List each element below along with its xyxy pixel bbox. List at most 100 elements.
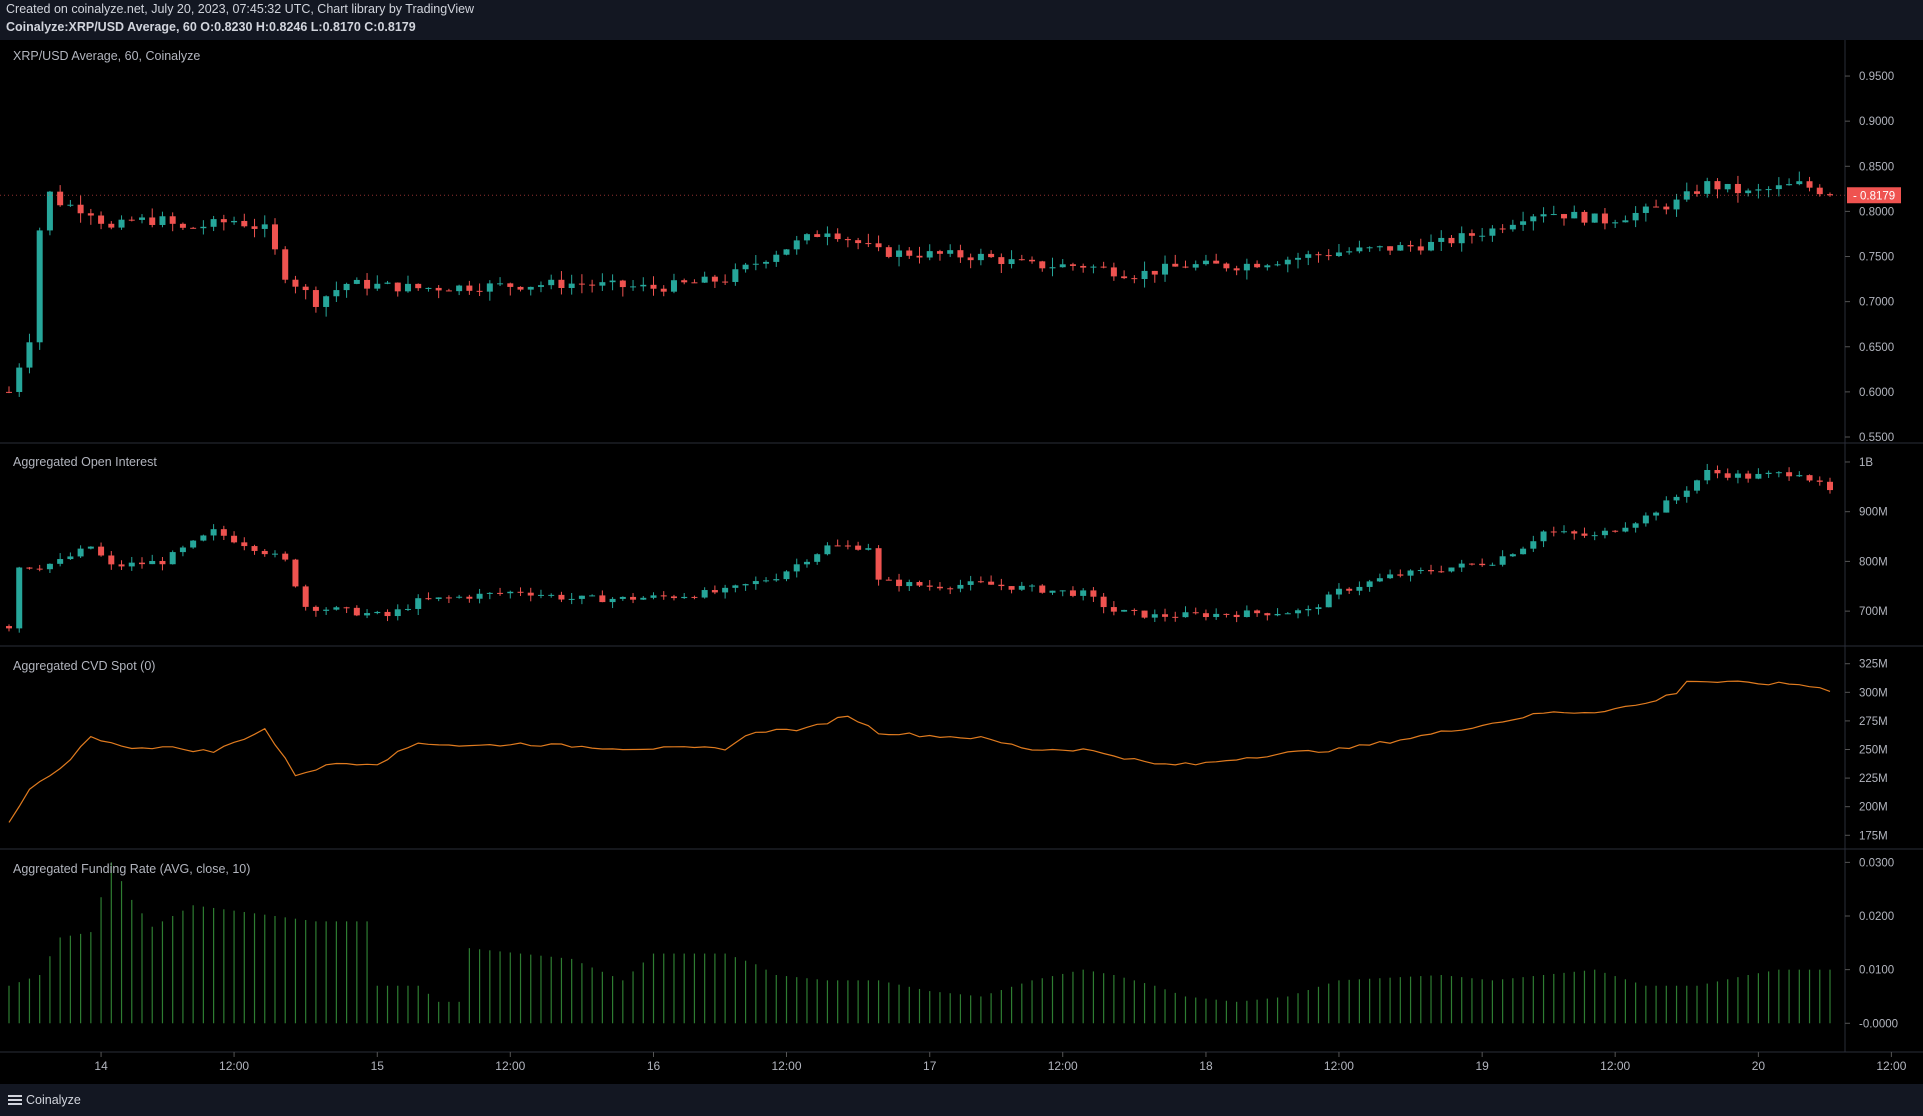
candle-body: [1315, 254, 1322, 256]
candle-body: [220, 219, 227, 223]
candle-body: [977, 581, 984, 583]
candle: [1305, 250, 1312, 266]
candle-body: [1305, 254, 1312, 258]
candle: [435, 597, 442, 602]
chart-canvas[interactable]: 0.9500 0.9000 0.8500 0.8000 0.7500 0.7000 0.65…: [0, 40, 1923, 1084]
candle: [568, 593, 575, 605]
candle: [57, 185, 64, 207]
candle: [108, 551, 115, 570]
candle: [1376, 245, 1383, 252]
candle: [1755, 468, 1762, 480]
candle-body: [1346, 588, 1353, 591]
candle: [138, 557, 145, 569]
candle: [1151, 270, 1158, 283]
candle: [947, 244, 954, 258]
candle: [77, 195, 84, 223]
candle: [865, 543, 872, 551]
candle-body: [1653, 512, 1660, 516]
candle: [128, 216, 135, 222]
footer-bar: Coinalyze: [0, 1084, 1923, 1116]
candle: [1704, 463, 1711, 485]
candle-body: [1765, 189, 1772, 191]
candle-body: [906, 250, 913, 256]
candle: [1796, 471, 1803, 477]
candle-body: [435, 287, 442, 291]
candle-body: [241, 220, 248, 227]
candle: [1530, 214, 1537, 231]
candle: [1162, 608, 1169, 622]
candle: [1110, 601, 1117, 616]
candle-body: [138, 217, 145, 220]
candle-body: [732, 585, 739, 588]
candle-body: [589, 595, 596, 597]
candle: [1591, 213, 1598, 223]
candle: [875, 545, 882, 586]
candle: [1673, 193, 1680, 217]
candle: [1489, 562, 1496, 567]
candle-body: [190, 540, 197, 548]
menu-icon[interactable]: [8, 1095, 22, 1105]
candle: [507, 282, 514, 296]
symbol-ohlc[interactable]: Coinalyze:XRP/USD Average, 60 O:0.8230 H…: [6, 20, 416, 34]
candle-body: [1571, 531, 1578, 534]
candle: [1694, 479, 1701, 494]
candle-body: [640, 597, 647, 600]
candle-body: [1069, 264, 1076, 266]
candle-body: [1827, 481, 1833, 491]
footer-brand[interactable]: Coinalyze: [26, 1093, 81, 1107]
candle: [1387, 569, 1394, 580]
candle-body: [803, 561, 810, 565]
candle: [1509, 219, 1516, 232]
candle: [497, 587, 504, 596]
candle-body: [1622, 527, 1629, 532]
candle: [609, 274, 616, 291]
candle: [1786, 178, 1793, 186]
candle-body: [466, 596, 473, 599]
candle-body: [1786, 472, 1793, 477]
candle-body: [578, 283, 585, 285]
candle-body: [619, 596, 626, 599]
candle: [1704, 177, 1711, 198]
candle-body: [609, 280, 616, 283]
candle: [1387, 246, 1394, 255]
candle: [1039, 584, 1046, 594]
y-tick-label: 0.9500: [1859, 71, 1894, 83]
candle: [1632, 522, 1639, 533]
y-tick-label: 0.0200: [1859, 911, 1894, 923]
candle-body: [46, 563, 53, 570]
candle-body: [404, 608, 411, 610]
candle-body: [967, 581, 974, 585]
candle: [251, 218, 258, 238]
candle: [1223, 613, 1230, 618]
candle-body: [16, 367, 23, 392]
candle-body: [1550, 214, 1557, 216]
candle-body: [26, 342, 33, 368]
candle: [497, 277, 504, 287]
candle-body: [1438, 237, 1445, 242]
candle-body: [1233, 268, 1240, 271]
candle: [1407, 240, 1414, 252]
last-price-tag: [1847, 187, 1901, 204]
candle-body: [1151, 614, 1158, 618]
candle: [323, 295, 330, 317]
candle-body: [282, 249, 289, 280]
candle-body: [1162, 263, 1169, 275]
candle-body: [988, 253, 995, 258]
candle-body: [77, 548, 84, 557]
candle-body: [1755, 473, 1762, 479]
y-axis-3: 0.0300 0.0200 0.0100 -0.0000: [1845, 857, 1898, 1030]
candle-body: [722, 281, 729, 283]
candle: [1100, 261, 1107, 269]
candle-body: [1632, 523, 1639, 528]
candle: [885, 245, 892, 259]
candle-body: [783, 571, 790, 580]
candle-body: [711, 590, 718, 593]
candle: [1775, 471, 1782, 478]
x-tick-label: 12:00: [1876, 1059, 1906, 1073]
candle: [1806, 474, 1813, 483]
candle-body: [1591, 535, 1598, 537]
candle-body: [527, 592, 534, 596]
candle-body: [1264, 265, 1271, 268]
candle-body: [1509, 224, 1516, 230]
candle-body: [271, 224, 278, 250]
